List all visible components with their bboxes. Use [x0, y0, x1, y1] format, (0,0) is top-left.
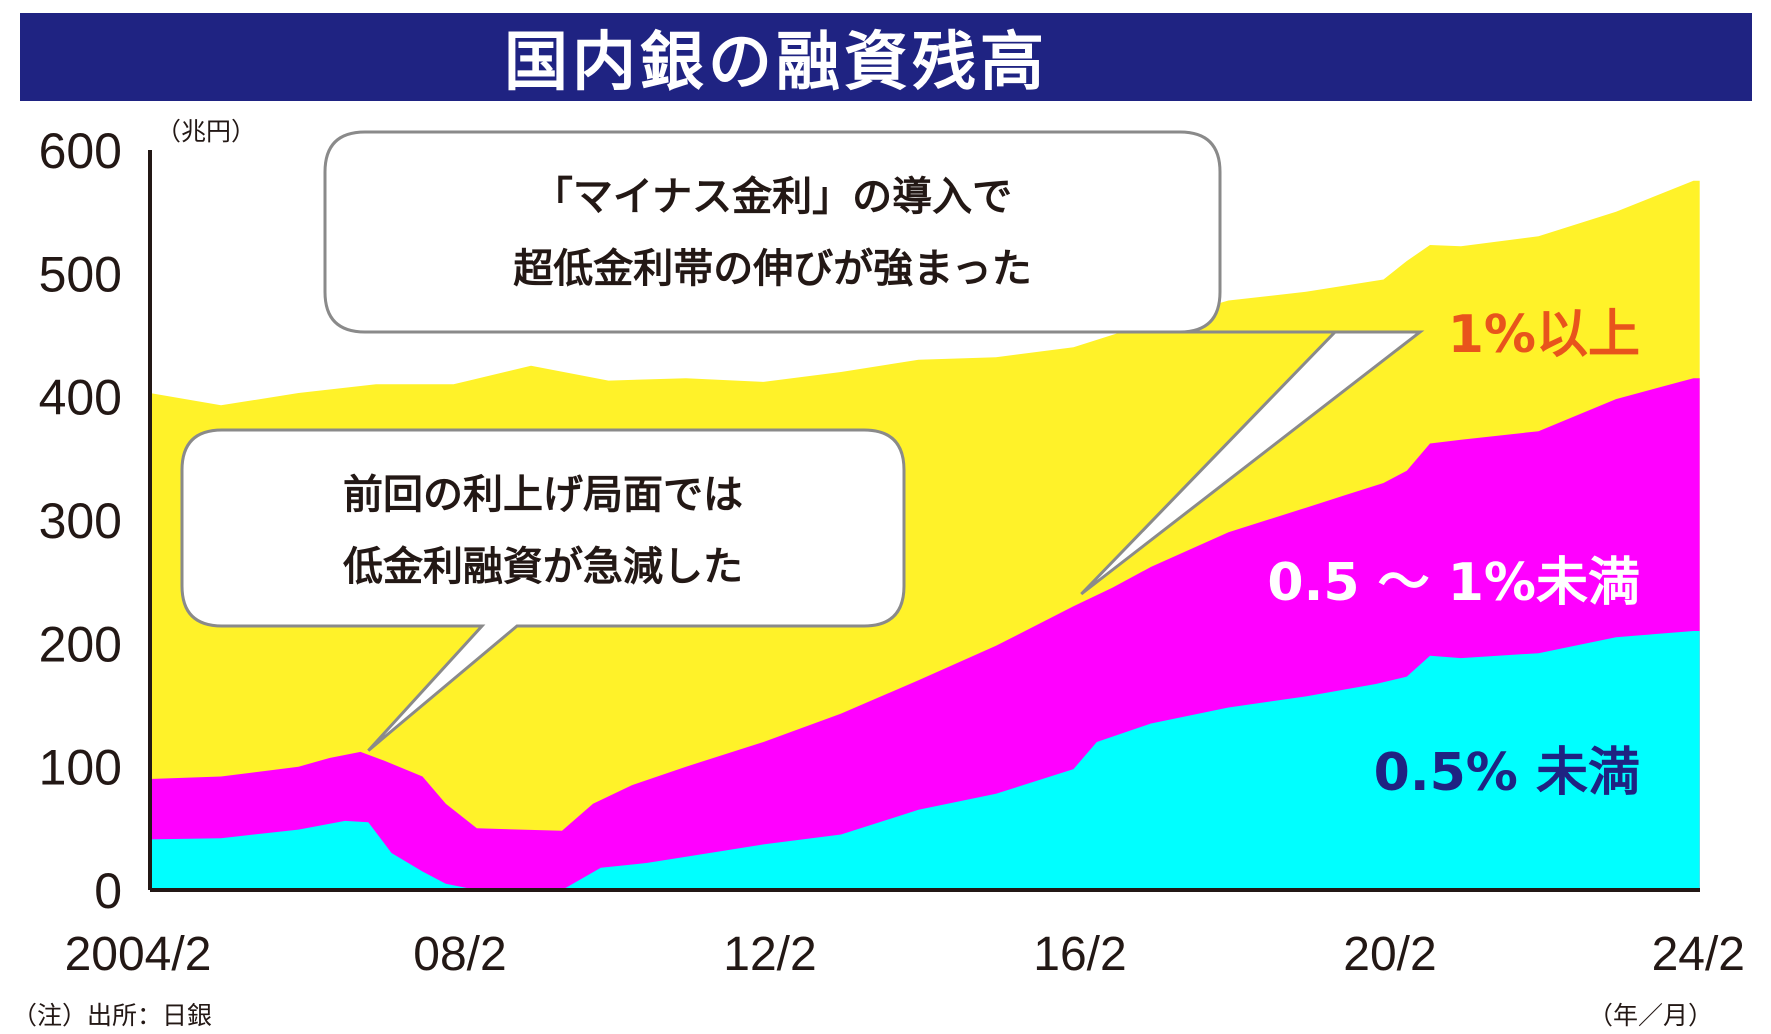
x-axis-unit: （年／月）: [1588, 1001, 1714, 1030]
y-tick-label: 600: [39, 123, 122, 179]
area-series-0: [149, 631, 1700, 890]
x-tick-label: 08/2: [413, 928, 506, 981]
y-tick-label: 300: [39, 493, 122, 549]
chart-title: 国内銀の融資残高: [504, 26, 1048, 100]
callout-bubble: [180, 428, 906, 752]
series-label-2: 1%以上: [1448, 305, 1640, 365]
x-tick-label: 2004/2: [65, 928, 212, 981]
series-label-0: 0.5% 未満: [1374, 743, 1640, 803]
y-axis-unit: （兆円）: [156, 117, 256, 146]
axes: 0 100 200 300 400 500 600 2004/2 08/2 12/2 16/2 20/…: [39, 117, 1745, 981]
y-tick-label: 400: [39, 370, 122, 426]
callout-text-line: 「マイナス金利」の導入で: [533, 174, 1012, 220]
callout-text-line: 超低金利帯の伸びが強まった: [513, 246, 1031, 292]
y-tick-label: 200: [39, 616, 122, 672]
title-bar: 国内銀の融資残高: [20, 13, 1752, 101]
y-tick-label: 100: [39, 740, 122, 796]
x-tick-label: 12/2: [723, 928, 816, 981]
y-tick-label: 500: [39, 246, 122, 302]
x-tick-label: 16/2: [1033, 928, 1126, 981]
y-tick-label: 0: [94, 863, 122, 919]
callout-text-line: 前回の利上げ局面では: [343, 472, 743, 518]
footnote: （注）出所：日銀: [12, 1001, 213, 1030]
series-label-1: 0.5 ～ 1%未満: [1267, 553, 1640, 613]
x-tick-label: 24/2: [1652, 928, 1745, 981]
callout-bubble: [323, 130, 1425, 596]
series-labels: 0.5% 未満 0.5 ～ 1%未満 1%以上: [1267, 305, 1640, 803]
x-tick-label: 20/2: [1343, 928, 1436, 981]
callouts: 前回の利上げ局面では低金利融資が急減した「マイナス金利」の導入で超低金利帯の伸び…: [180, 130, 1425, 752]
callout-text-line: 低金利融資が急減した: [343, 544, 743, 590]
